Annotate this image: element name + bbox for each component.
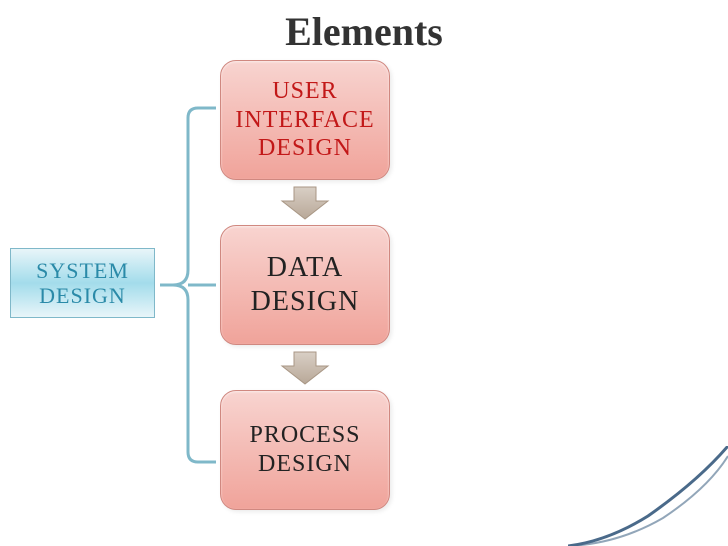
dd-line1: DATA [267, 252, 343, 283]
process-design-box: PROCESS DESIGN [220, 390, 390, 510]
data-design-box: DATA DESIGN [220, 225, 390, 345]
system-design-line2: DESIGN [39, 283, 126, 308]
uid-line1: USER [272, 78, 337, 104]
page-title: Elements [0, 8, 728, 55]
uid-line2: INTERFACE [235, 107, 374, 133]
decorative-corner-curve [568, 446, 728, 546]
system-design-label: SYSTEM DESIGN [36, 258, 129, 309]
arrow-down-icon [280, 185, 330, 221]
system-design-line1: SYSTEM [36, 258, 129, 283]
process-design-label: PROCESS DESIGN [249, 421, 360, 479]
pd-line2: DESIGN [258, 451, 352, 477]
arrow-down-icon [280, 350, 330, 386]
bracket-connector [158, 100, 218, 470]
uid-line3: DESIGN [258, 135, 352, 161]
pd-line1: PROCESS [249, 422, 360, 448]
system-design-box: SYSTEM DESIGN [10, 248, 155, 318]
data-design-label: DATA DESIGN [251, 251, 360, 318]
user-interface-design-box: USER INTERFACE DESIGN [220, 60, 390, 180]
dd-line2: DESIGN [251, 286, 360, 317]
user-interface-design-label: USER INTERFACE DESIGN [235, 77, 374, 163]
